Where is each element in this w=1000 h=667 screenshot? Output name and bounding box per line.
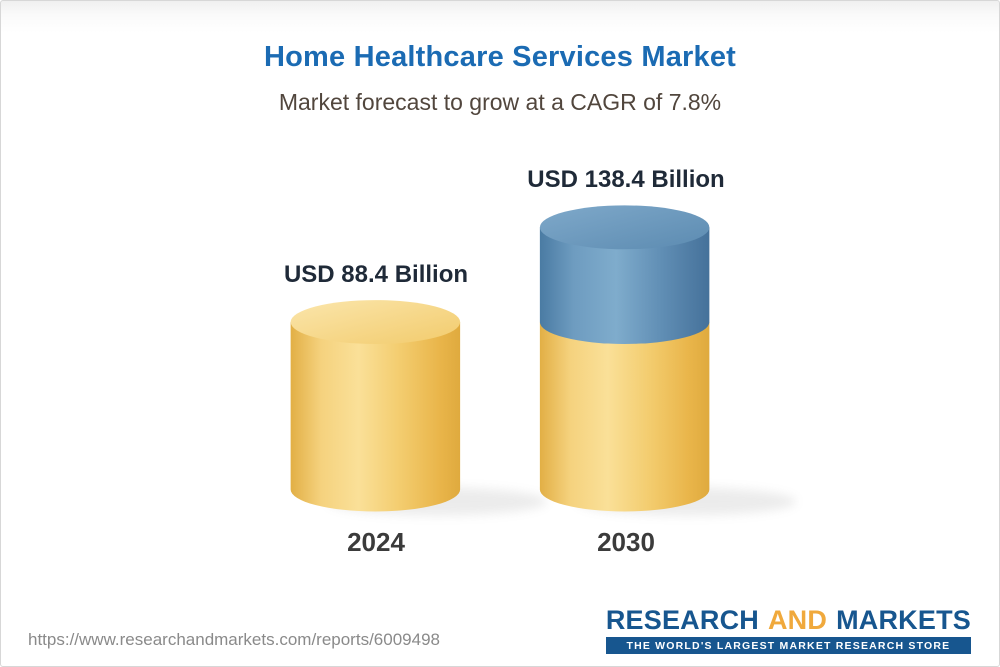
cylinder-top-cap [290,300,461,344]
cylinder-bars [290,205,797,516]
cylinder-top-cap [539,205,710,250]
logo-tagline: THE WORLD'S LARGEST MARKET RESEARCH STOR… [605,637,971,654]
logo-word-markets: MARKETS [836,605,971,635]
category-label-2024: 2024 [347,527,405,557]
logo-word-and: AND [767,605,828,635]
value-label-2024: USD 88.4 Billion [283,261,469,288]
cylinder-segment-gold [290,322,461,512]
report-url-link[interactable]: https://www.researchandmarkets.com/repor… [28,630,440,649]
value-label-2030: USD 138.4 Billion [527,166,725,193]
logo-word-research: RESEARCH [605,605,759,635]
category-label-2030: 2030 [597,527,655,557]
logo-wordmark: RESEARCH AND MARKETS [606,607,971,634]
cylinder-segment-gold [539,322,710,512]
page-title: Home Healthcare Services Market [263,41,737,73]
page-subtitle: Market forecast to grow at a CAGR of 7.8… [278,89,722,115]
cylinder-segment-blue [539,227,710,344]
researchandmarkets-logo: RESEARCH AND MARKETS THE WORLD'S LARGEST… [605,607,971,654]
